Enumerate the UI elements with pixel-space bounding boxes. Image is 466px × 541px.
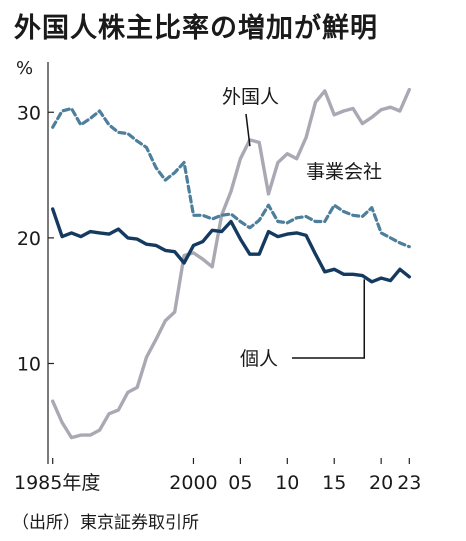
- source-note: （出所）東京証券取引所: [12, 513, 199, 533]
- y-tick-label-10: 10: [17, 354, 41, 376]
- y-tick-label-30: 30: [17, 102, 41, 124]
- x-tick-label-2023: 23: [397, 472, 421, 494]
- annotation-label-1: 事業会社: [306, 161, 382, 183]
- series-line-1: [51, 106, 411, 249]
- annotation-leader-2: [292, 279, 366, 359]
- series-lines: [51, 87, 411, 440]
- chart-title: 外国人株主比率の増加が鮮明: [14, 13, 378, 44]
- x-tick-label-2000: 2000: [169, 472, 217, 494]
- y-tick-label-20: 20: [17, 228, 41, 250]
- x-tick-label-2010: 10: [275, 472, 299, 494]
- x-tick-label-2020: 20: [369, 472, 393, 494]
- annotation-label-2: 個人: [240, 348, 278, 370]
- series-line-2: [51, 207, 411, 284]
- y-axis-unit: %: [16, 58, 34, 79]
- x-tick-label-2005: 05: [228, 472, 252, 494]
- annotation-leader-0: [245, 113, 251, 147]
- x-tick-label-1985: 1985年度: [14, 472, 100, 494]
- series-line-0: [51, 87, 411, 440]
- x-tick-label-2015: 15: [322, 472, 346, 494]
- annotation-label-0: 外国人: [222, 86, 279, 108]
